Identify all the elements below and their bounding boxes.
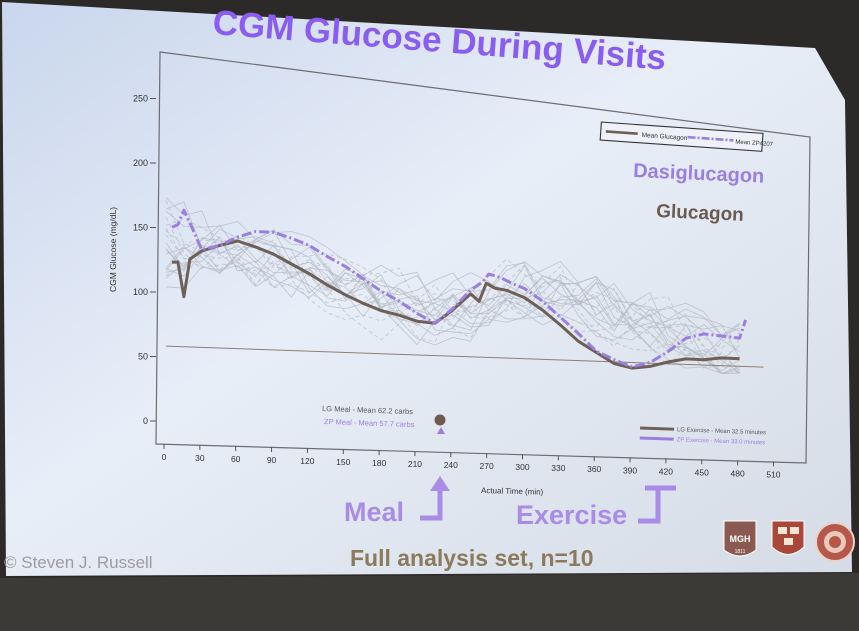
x-tick-label: 60 [231, 454, 241, 464]
background-trace [165, 236, 740, 351]
legend-mean-zp4207: Mean ZP4207 [735, 139, 774, 148]
screen-bottom-bar [0, 573, 859, 631]
y-axis: 0 50 100 150 200 250 [133, 94, 156, 426]
meal-callout-arrowhead-icon [430, 476, 450, 491]
x-tick-label: 420 [659, 466, 673, 476]
exercise-callout-bracket-icon [638, 485, 676, 524]
series-mean-zp4207 [171, 208, 748, 369]
y-tick-label: 150 [133, 223, 148, 233]
background-trace [165, 230, 740, 372]
x-tick-label: 240 [444, 460, 458, 470]
y-tick-label: 0 [143, 416, 148, 426]
credit-text: © Steven J. Russell [4, 553, 153, 572]
x-tick-label: 270 [480, 461, 494, 471]
x-tick-label: 180 [372, 458, 386, 468]
background-trace [165, 201, 740, 372]
y-axis-label: CGM Glucose (mg/dL) [108, 207, 118, 292]
meal-label-zp: ZP Meal - Mean 57.7 carbs [324, 417, 415, 429]
meal-label-lg: LG Meal - Mean 62.2 carbs [322, 404, 413, 416]
background-trace [165, 236, 740, 359]
background-trace [165, 246, 740, 337]
x-axis-label: Actual Time (min) [481, 486, 544, 497]
background-trace [165, 218, 740, 365]
exercise-callout: Exercise [516, 500, 627, 530]
background-trace [165, 217, 740, 374]
exercise-legend: LG Exercise - Mean 32.5 minutes ZP Exerc… [639, 426, 766, 446]
x-tick-label: 480 [731, 468, 745, 478]
plot-frame [155, 51, 811, 464]
legend-top: Mean Glucagon Mean ZP4207 [599, 121, 774, 152]
background-trace [165, 237, 740, 374]
x-tick-label: 90 [267, 455, 277, 465]
harvard-shield-logo [771, 520, 805, 555]
x-tick-label: 390 [623, 465, 637, 475]
mgh-logo-year: 1811 [735, 549, 746, 555]
y-tick-label: 250 [133, 94, 148, 104]
y-tick-label: 50 [138, 352, 148, 362]
footer-analysis-set: Full analysis set, n=10 [350, 545, 594, 571]
background-trace [165, 234, 740, 366]
x-tick-label: 510 [766, 469, 780, 479]
x-tick-label: 330 [551, 463, 565, 473]
x-axis: 0 30 60 90 120 150 180 210 240 270 300 330 360 390 420… [162, 444, 781, 479]
background-trace [165, 242, 740, 346]
meal-marker-triangle [437, 427, 445, 434]
exercise-label-lg: LG Exercise - Mean 32.5 minutes [677, 427, 766, 436]
background-trace [165, 224, 740, 357]
x-tick-label: 450 [695, 467, 709, 477]
x-tick-label: 0 [162, 452, 167, 462]
meal-callout-arrow-icon [420, 487, 443, 521]
background-trace [165, 240, 740, 374]
x-tick-label: 150 [336, 457, 350, 467]
mgh-logo-text: MGH [730, 534, 751, 544]
x-tick-label: 360 [587, 464, 601, 474]
hms-seal-logo [815, 522, 855, 562]
label-glucagon: Glucagon [656, 201, 744, 226]
y-tick-label: 100 [133, 287, 148, 297]
legend-mean-glucagon: Mean Glucagon [641, 132, 688, 142]
x-tick-label: 210 [408, 459, 422, 469]
exercise-label-zp: ZP Exercise - Mean 33.0 minutes [677, 437, 766, 446]
mgh-logo: MGH 1811 [723, 520, 757, 557]
x-tick-label: 300 [515, 462, 529, 472]
meal-callout: Meal [344, 497, 404, 527]
meal-marker-dot [434, 414, 446, 426]
x-tick-label: 30 [195, 453, 205, 463]
x-tick-label: 120 [300, 456, 314, 466]
y-tick-label: 200 [133, 158, 148, 168]
